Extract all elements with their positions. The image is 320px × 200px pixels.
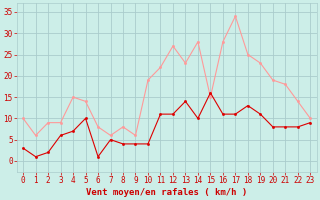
X-axis label: Vent moyen/en rafales ( km/h ): Vent moyen/en rafales ( km/h ) <box>86 188 247 197</box>
